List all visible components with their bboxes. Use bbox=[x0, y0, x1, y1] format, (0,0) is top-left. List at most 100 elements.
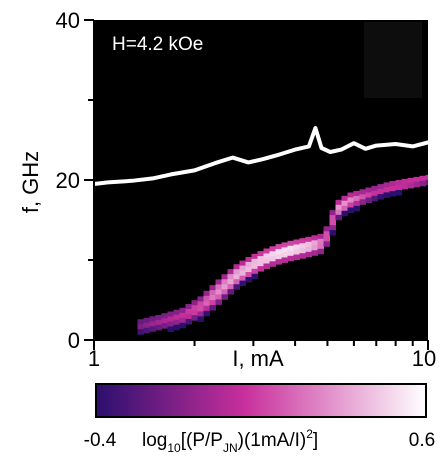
band-cell bbox=[329, 220, 336, 226]
band-cell bbox=[365, 192, 372, 198]
band-cell bbox=[335, 204, 342, 211]
band-cell bbox=[215, 289, 222, 295]
band-cell bbox=[347, 192, 354, 198]
band-cell bbox=[419, 180, 426, 187]
band-cell bbox=[407, 182, 414, 189]
band-cell bbox=[233, 274, 240, 280]
band-cell bbox=[263, 253, 270, 259]
band-cell bbox=[329, 230, 336, 236]
band-cell bbox=[185, 314, 192, 320]
band-cell bbox=[209, 290, 216, 296]
y-axis-label: f, GHz bbox=[18, 151, 43, 213]
band-cell bbox=[161, 318, 168, 324]
band-cell bbox=[197, 301, 204, 307]
band-cell bbox=[377, 189, 384, 195]
band-cell bbox=[191, 300, 198, 306]
inset-box bbox=[364, 22, 422, 98]
band-cell bbox=[317, 248, 324, 255]
colorbar-title-sub: 10 bbox=[167, 441, 181, 455]
band-cell bbox=[143, 327, 150, 334]
band-cell bbox=[149, 321, 156, 327]
band-cell bbox=[227, 284, 234, 290]
band-cell bbox=[299, 243, 306, 249]
band-cell bbox=[335, 209, 342, 216]
band-cell bbox=[149, 316, 156, 322]
band-cell bbox=[305, 241, 312, 248]
band-cell bbox=[209, 295, 216, 301]
band-cell bbox=[293, 239, 300, 245]
band-cell bbox=[137, 324, 144, 330]
band-cell bbox=[281, 252, 288, 258]
band-cell bbox=[353, 190, 360, 197]
band-cell bbox=[227, 289, 234, 295]
band-cell bbox=[305, 251, 312, 258]
band-cell bbox=[407, 177, 414, 184]
band-cell bbox=[137, 319, 144, 325]
band-cell bbox=[269, 256, 276, 262]
band-cell bbox=[179, 317, 186, 324]
band-cell bbox=[197, 311, 204, 317]
x-tick-label-1: 1 bbox=[88, 346, 100, 371]
band-cell bbox=[161, 323, 168, 329]
band-cell bbox=[239, 280, 246, 287]
band-cell bbox=[227, 269, 234, 275]
band-cell bbox=[203, 310, 210, 317]
band-cell bbox=[215, 299, 222, 305]
band-cell bbox=[383, 187, 390, 193]
band-cell bbox=[329, 215, 336, 221]
band-cell bbox=[353, 200, 360, 207]
band-cell bbox=[329, 210, 336, 216]
band-cell bbox=[137, 329, 144, 335]
x-axis-label: I, mA bbox=[232, 346, 284, 371]
band-cell bbox=[287, 240, 294, 247]
band-cell bbox=[353, 195, 360, 202]
band-cell bbox=[245, 262, 252, 268]
spectral-band bbox=[137, 174, 428, 335]
band-cell bbox=[143, 322, 150, 329]
band-cell bbox=[359, 189, 366, 195]
band-cell bbox=[239, 265, 246, 272]
band-cell bbox=[203, 300, 210, 307]
band-cell bbox=[293, 254, 300, 260]
band-cell bbox=[317, 233, 324, 240]
band-cell bbox=[221, 274, 228, 280]
band-cell bbox=[353, 205, 360, 212]
series-line bbox=[94, 126, 428, 186]
band-cell bbox=[299, 238, 306, 244]
band-cell bbox=[233, 269, 240, 275]
band-cell bbox=[179, 322, 186, 329]
band-cell bbox=[167, 326, 174, 332]
colorbar-title: log10[(P/PJN)(1mA/I)2] bbox=[142, 427, 318, 455]
band-cell bbox=[347, 202, 354, 208]
band-cell bbox=[401, 183, 408, 190]
band-cell bbox=[149, 326, 156, 332]
band-cell bbox=[221, 284, 228, 290]
band-cell bbox=[389, 191, 396, 197]
band-cell bbox=[323, 226, 330, 232]
band-cell bbox=[263, 258, 270, 264]
band-cell bbox=[311, 240, 318, 246]
band-cell bbox=[341, 210, 348, 217]
band-cell bbox=[329, 225, 336, 231]
band-cell bbox=[245, 257, 252, 263]
band-cell bbox=[413, 181, 420, 188]
band-cell bbox=[197, 316, 204, 322]
band-cell bbox=[155, 324, 162, 331]
band-cell bbox=[395, 185, 402, 191]
white-line-series bbox=[94, 126, 428, 186]
band-cell bbox=[275, 249, 282, 255]
band-cell bbox=[293, 244, 300, 250]
band-cell bbox=[335, 199, 342, 206]
band-cell bbox=[203, 305, 210, 312]
band-cell bbox=[173, 324, 180, 331]
band-cell bbox=[257, 261, 264, 267]
band-cell bbox=[419, 175, 426, 182]
band-cell bbox=[251, 268, 258, 275]
y-tick-label-40: 40 bbox=[56, 8, 80, 33]
band-cell bbox=[245, 267, 252, 273]
y-tick-label-20: 20 bbox=[56, 168, 80, 193]
band-cell bbox=[167, 316, 174, 322]
band-cell bbox=[167, 321, 174, 327]
band-cell bbox=[209, 285, 216, 291]
band-cell bbox=[335, 214, 342, 221]
